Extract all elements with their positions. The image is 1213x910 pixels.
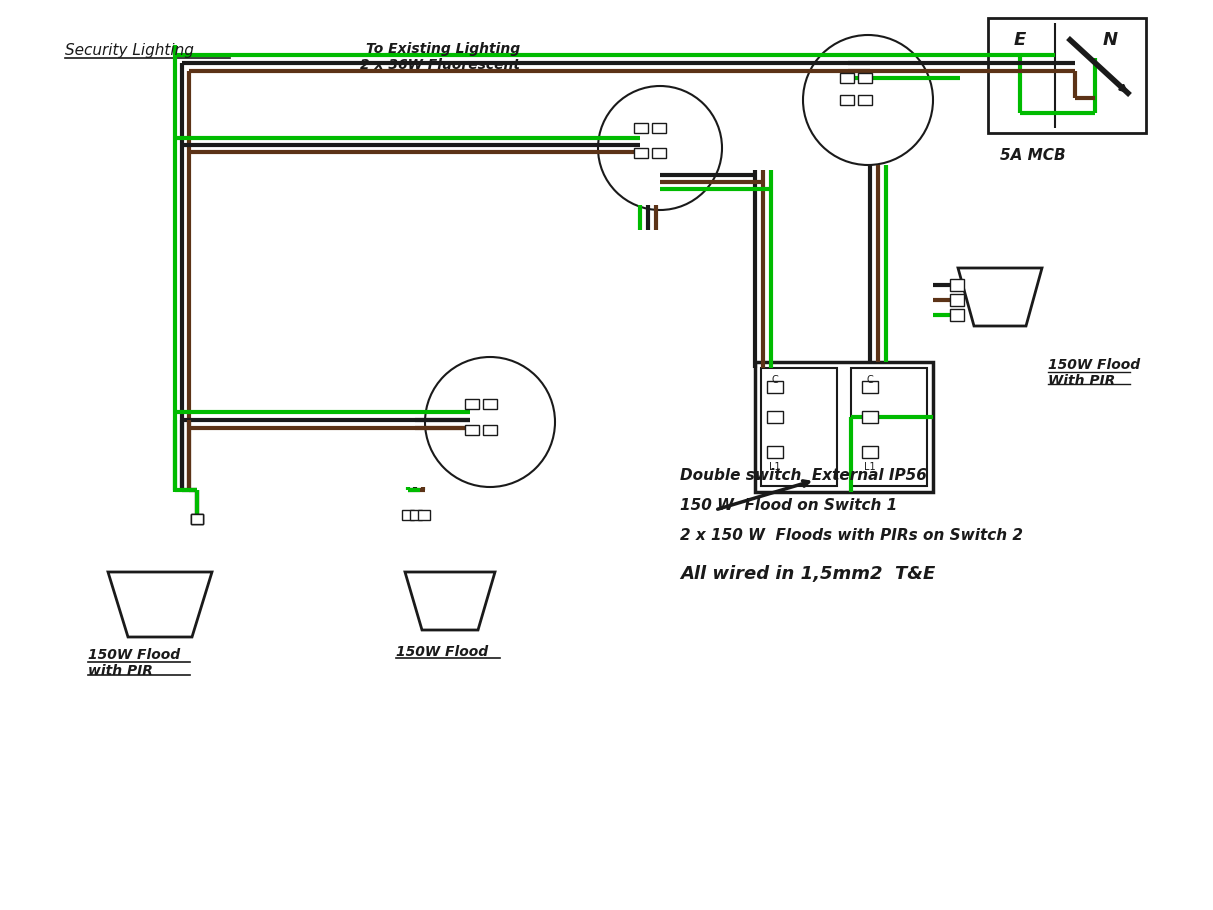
Bar <box>862 446 878 458</box>
Text: L1: L1 <box>769 462 781 472</box>
Bar <box>754 362 933 492</box>
Text: 150W Flood: 150W Flood <box>395 645 488 659</box>
Text: Double switch  External IP56: Double switch External IP56 <box>680 468 927 483</box>
Bar <box>190 514 203 524</box>
Bar <box>634 148 648 158</box>
Text: 150 W  Flood on Switch 1: 150 W Flood on Switch 1 <box>680 498 898 513</box>
Text: N: N <box>1103 31 1117 49</box>
Text: 150W Flood
with PIR: 150W Flood with PIR <box>89 648 180 678</box>
Bar <box>190 514 203 524</box>
Bar <box>839 95 854 105</box>
Circle shape <box>425 357 556 487</box>
Bar <box>634 123 648 133</box>
Bar <box>950 294 964 306</box>
Bar <box>483 425 497 435</box>
Text: C: C <box>866 375 873 385</box>
Text: C: C <box>771 375 779 385</box>
Polygon shape <box>405 572 495 630</box>
Bar <box>465 399 479 409</box>
Bar <box>190 514 203 524</box>
Text: 150W Flood
With PIR: 150W Flood With PIR <box>1048 358 1140 389</box>
Bar <box>653 123 666 133</box>
Bar <box>989 18 1146 133</box>
Bar <box>862 411 878 423</box>
Bar <box>862 381 878 393</box>
Text: E: E <box>1014 31 1026 49</box>
Bar <box>767 411 784 423</box>
Text: L1: L1 <box>864 462 876 472</box>
Bar <box>767 381 784 393</box>
Bar <box>418 510 429 520</box>
Text: Security Lighting: Security Lighting <box>66 43 194 57</box>
Polygon shape <box>958 268 1042 326</box>
Polygon shape <box>108 572 212 637</box>
Bar <box>839 73 854 83</box>
Bar <box>950 279 964 291</box>
Bar <box>950 309 964 321</box>
Text: All wired in 1,5mm2  T&E: All wired in 1,5mm2 T&E <box>680 565 935 583</box>
Bar <box>483 399 497 409</box>
Text: To Existing Lighting
2 x 36W Fluorescent: To Existing Lighting 2 x 36W Fluorescent <box>360 42 520 72</box>
Text: 5A MCB: 5A MCB <box>1000 148 1066 163</box>
Circle shape <box>598 86 722 210</box>
Bar <box>410 510 422 520</box>
Text: 2 x 150 W  Floods with PIRs on Switch 2: 2 x 150 W Floods with PIRs on Switch 2 <box>680 528 1023 543</box>
Bar <box>761 368 837 486</box>
Bar <box>858 73 872 83</box>
Bar <box>858 95 872 105</box>
Bar <box>852 368 927 486</box>
Bar <box>653 148 666 158</box>
Bar <box>767 446 784 458</box>
Bar <box>465 425 479 435</box>
Circle shape <box>803 35 933 165</box>
Bar <box>402 510 414 520</box>
